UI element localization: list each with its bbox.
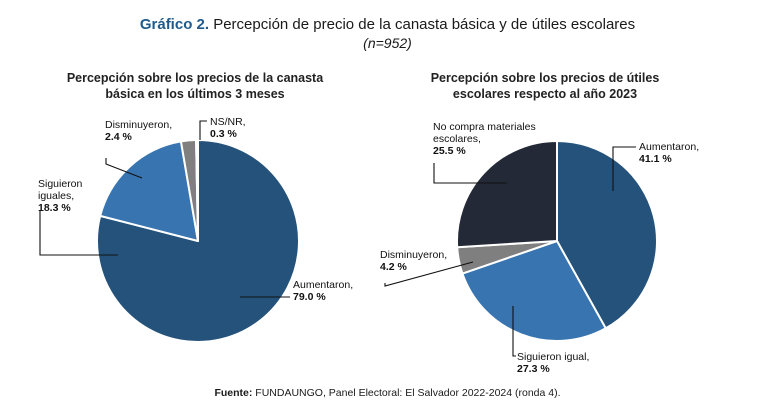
source-text: FUNDAUNGO, Panel Electoral: El Salvador … xyxy=(252,387,561,399)
chart-2-value-no-compra-materiales-escolares: 25.5 % xyxy=(433,145,466,157)
chart-2-label-siguieron-igual: Siguieron igual, 27.3 % xyxy=(517,351,589,375)
figure-subtitle: (n=952) xyxy=(363,35,412,51)
chart-2-value-siguieron-igual: 27.3 % xyxy=(517,363,550,375)
chart-1-title-line-1: Percepción sobre los precios de la canas… xyxy=(66,71,324,85)
chart-2-label-line: No compra materiales xyxy=(433,121,536,133)
chart-1-value-siguieron-iguales: 18.3 % xyxy=(38,202,71,214)
chart-1-label-ns-nr: NS/NR, 0.3 % xyxy=(210,116,246,140)
chart-1-label-line: Siguieron xyxy=(38,178,83,190)
chart-2-leader-siguieron-igual xyxy=(512,306,516,357)
chart-2-title-line-1: Percepción sobre los precios de útiles xyxy=(430,71,660,85)
chart-1-label-line: iguales, xyxy=(38,190,74,202)
chart-1-label-line: Aumentaron, xyxy=(293,279,353,291)
chart-1-label-line: Disminuyeron, xyxy=(105,119,172,131)
figure-number: Gráfico 2. xyxy=(139,16,210,33)
figure-title: Gráfico 2. Percepción de precio de la ca… xyxy=(0,15,775,34)
chart-2-slice-aumentaron xyxy=(556,140,658,330)
chart-2-label-disminuyeron: Disminuyeron, 4.2 % xyxy=(380,249,447,273)
chart-2-title: Percepción sobre los precios de útiles e… xyxy=(380,70,710,102)
chart-1-value-disminuyeron: 2.4 % xyxy=(105,131,133,143)
chart-2-label-line: escolares, xyxy=(433,133,481,145)
chart-2-label-line: Disminuyeron, xyxy=(380,249,447,261)
chart-1-title-line-2: básica en los últimos 3 meses xyxy=(105,87,285,101)
chart-1-value-aumentaron: 79.0 % xyxy=(293,291,326,303)
chart-1-value-ns-nr: 0.3 % xyxy=(210,128,238,140)
source-label: Fuente: xyxy=(214,387,253,399)
chart-1-leader-siguieron-iguales xyxy=(39,210,118,256)
chart-2-slice-siguieron-igual xyxy=(461,240,607,342)
chart-2-leader-disminuyeron xyxy=(384,261,474,287)
chart-2-slice-no-compra-materiales-escolares xyxy=(456,140,558,249)
chart-1-label-line: NS/NR, xyxy=(210,116,246,128)
chart-2-label-line: Siguieron igual, xyxy=(517,351,589,363)
chart-1-slice-siguieron-iguales xyxy=(99,140,199,242)
chart-1-slice-ns-nr xyxy=(195,139,199,242)
chart-1-leader-disminuyeron xyxy=(105,158,143,179)
chart-2-value-disminuyeron: 4.2 % xyxy=(380,261,408,273)
chart-1-title: Percepción sobre los precios de la canas… xyxy=(30,70,360,102)
chart-2-label-no-compra-materiales-escolares: No compra materiales escolares, 25.5 % xyxy=(433,121,536,157)
chart-2-leader-no-compra-materiales-escolares xyxy=(433,163,507,184)
chart-1-label-disminuyeron: Disminuyeron, 2.4 % xyxy=(105,119,172,143)
chart-2-label-line: Aumentaron, xyxy=(639,141,699,153)
chart-1-leader-ns-nr xyxy=(199,120,207,140)
chart-2-leader-aumentaron xyxy=(612,146,636,191)
chart-2-label-aumentaron: Aumentaron, 41.1 % xyxy=(639,141,699,165)
chart-2-title-line-2: escolares respecto al año 2023 xyxy=(452,87,638,101)
chart-2-value-aumentaron: 41.1 % xyxy=(639,153,672,165)
chart-1-label-aumentaron: Aumentaron, 79.0 % xyxy=(293,279,353,303)
figure-title-text: Percepción de precio de la canasta básic… xyxy=(209,16,636,33)
chart-1-label-siguieron-iguales: Siguieron iguales, 18.3 % xyxy=(38,178,83,214)
source-note: Fuente: FUNDAUNGO, Panel Electoral: El S… xyxy=(0,387,775,399)
